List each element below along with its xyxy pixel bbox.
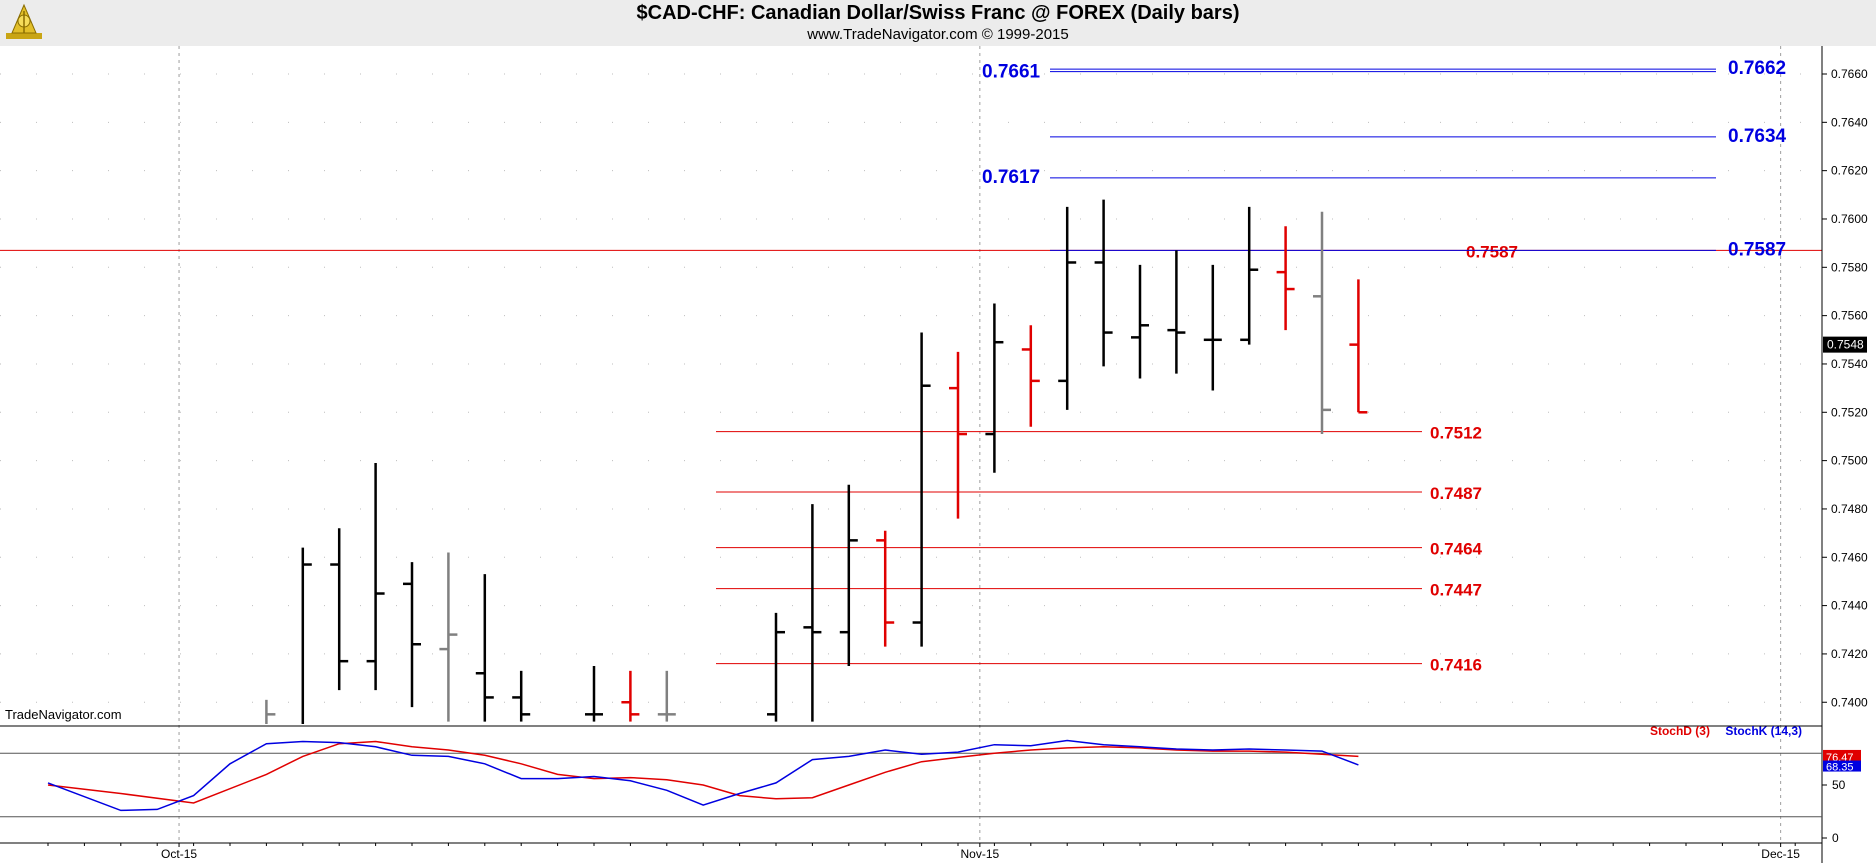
date-tick-label: Dec-15 [1761, 847, 1800, 861]
date-axis: Oct-15 Nov-15 Dec-15 [47, 843, 1800, 861]
watermark-text: TradeNavigator.com [5, 707, 122, 722]
stoch-k-value: 68.35 [1826, 762, 1854, 774]
price-tick-label: 0.7420 [1831, 647, 1868, 661]
stoch-d-legend: StochD (3) [1649, 724, 1710, 738]
support-label: 0.7447 [1430, 581, 1482, 600]
price-tick-label: 0.7440 [1831, 599, 1868, 613]
price-tick-label: 0.7640 [1831, 115, 1868, 129]
support-label: 0.7487 [1430, 484, 1482, 503]
chart-subtitle: www.TradeNavigator.com © 1999-2015 [807, 26, 1069, 43]
stoch-tick-label: 0 [1832, 831, 1839, 845]
date-tick-label: Oct-15 [161, 847, 197, 861]
stoch-d-value-box [1823, 749, 1861, 763]
price-tick-label: 0.7500 [1831, 454, 1868, 468]
stoch-k-line [47, 739, 1359, 812]
support-label: 0.7464 [1430, 540, 1483, 559]
last-price-label: 0.7548 [1827, 338, 1864, 352]
chart-title: $CAD-CHF: Canadian Dollar/Swiss Franc @ … [636, 2, 1240, 24]
reference-line-label: 0.7587 [1466, 242, 1518, 261]
stoch-tick-label: 50 [1832, 778, 1846, 792]
date-tick-label: Nov-15 [960, 847, 999, 861]
support-resistance-levels: 0.7587 0.7662 0.7661 0.7634 0.7617 0.7587 0.75… [0, 58, 1822, 675]
price-tick-label: 0.7620 [1831, 164, 1868, 178]
resistance-label: 0.7617 [982, 167, 1040, 188]
last-price-box [1823, 336, 1867, 353]
stoch-d-line [47, 740, 1359, 804]
resistance-label: 0.7661 [982, 62, 1041, 83]
support-label: 0.7512 [1430, 424, 1482, 443]
chart-grid [0, 46, 1822, 843]
resistance-label: 0.7587 [1728, 239, 1786, 260]
resistance-label: 0.7634 [1728, 126, 1787, 147]
price-tick-label: 0.7520 [1831, 405, 1868, 419]
price-tick-label: 0.7540 [1831, 357, 1868, 371]
trade-navigator-logo [6, 3, 42, 39]
price-tick-label: 0.7600 [1831, 212, 1868, 226]
stochastic-legend: StochD (3) StochK (14,3) [1650, 724, 1802, 738]
stoch-k-legend: StochK (14,3) [1725, 724, 1802, 738]
price-tick-label: 0.7480 [1831, 502, 1868, 516]
resistance-label: 0.7662 [1728, 58, 1786, 79]
chart-header: $CAD-CHF: Canadian Dollar/Swiss Franc @ … [0, 0, 1876, 46]
price-axis: 0.7400 0.7420 0.7440 0.7460 0.7480 0.7500 0.75… [1821, 46, 1868, 863]
price-tick-label: 0.7560 [1831, 309, 1868, 323]
support-label: 0.7416 [1430, 656, 1482, 675]
ohlc-bars [265, 199, 1368, 724]
price-tick-label: 0.7660 [1831, 67, 1868, 81]
price-tick-label: 0.7460 [1831, 550, 1868, 564]
price-tick-label: 0.7580 [1831, 260, 1868, 274]
price-tick-label: 0.7400 [1831, 695, 1868, 709]
stoch-k-value-box [1823, 760, 1861, 772]
